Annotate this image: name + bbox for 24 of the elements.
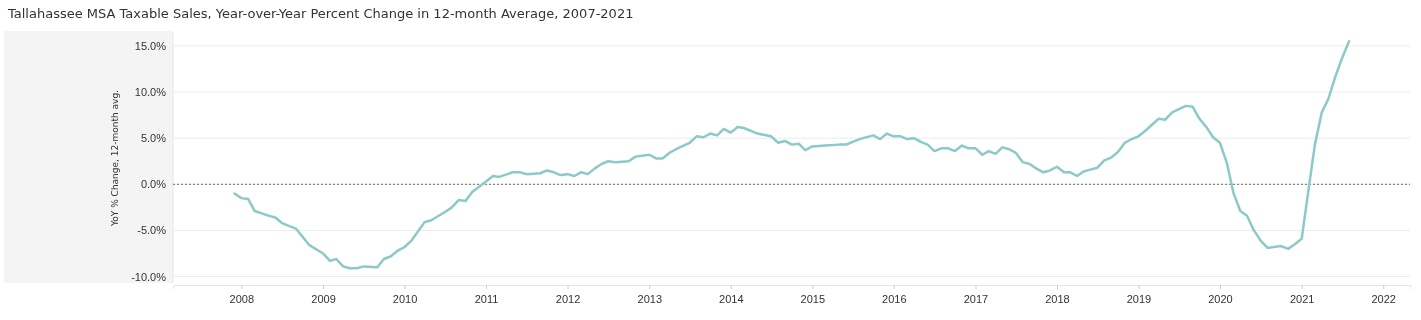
x-tick-label: 2019: [1126, 292, 1152, 305]
x-tick-label: 2011: [474, 292, 499, 305]
y-tick-label: -10.0%: [131, 270, 167, 283]
y-tick-label: 0.0%: [140, 178, 167, 191]
x-tick-label: 2013: [637, 292, 663, 305]
x-tick-label: 2017: [963, 292, 989, 305]
x-tick-label: 2015: [800, 292, 826, 305]
x-tick-label: 2016: [882, 292, 907, 305]
line-series: [233, 40, 1351, 270]
x-tick-label: 2022: [1371, 292, 1396, 305]
y-tick-label: -5.0%: [137, 224, 167, 237]
y-tick-label: 5.0%: [140, 132, 167, 145]
x-tick-label: 2020: [1208, 292, 1233, 305]
x-tick-label: 2012: [555, 292, 581, 305]
x-tick-label: 2018: [1045, 292, 1070, 305]
x-tick-label: 2009: [311, 292, 336, 305]
y-axis-title: YoY % Change, 12-month avg.: [110, 90, 120, 227]
x-tick-label: 2010: [392, 292, 418, 305]
y-tick-label: 10.0%: [134, 86, 167, 99]
x-tick-label: 2021: [1289, 292, 1315, 305]
x-tick-label: 2014: [719, 292, 744, 305]
chart-title: Tallahassee MSA Taxable Sales, Year-over-Year Percent Change in 12-month Average, 2007-2021: [7, 6, 634, 21]
y-tick-label: 15.0%: [134, 39, 167, 52]
x-tick-label: 2008: [229, 292, 255, 305]
